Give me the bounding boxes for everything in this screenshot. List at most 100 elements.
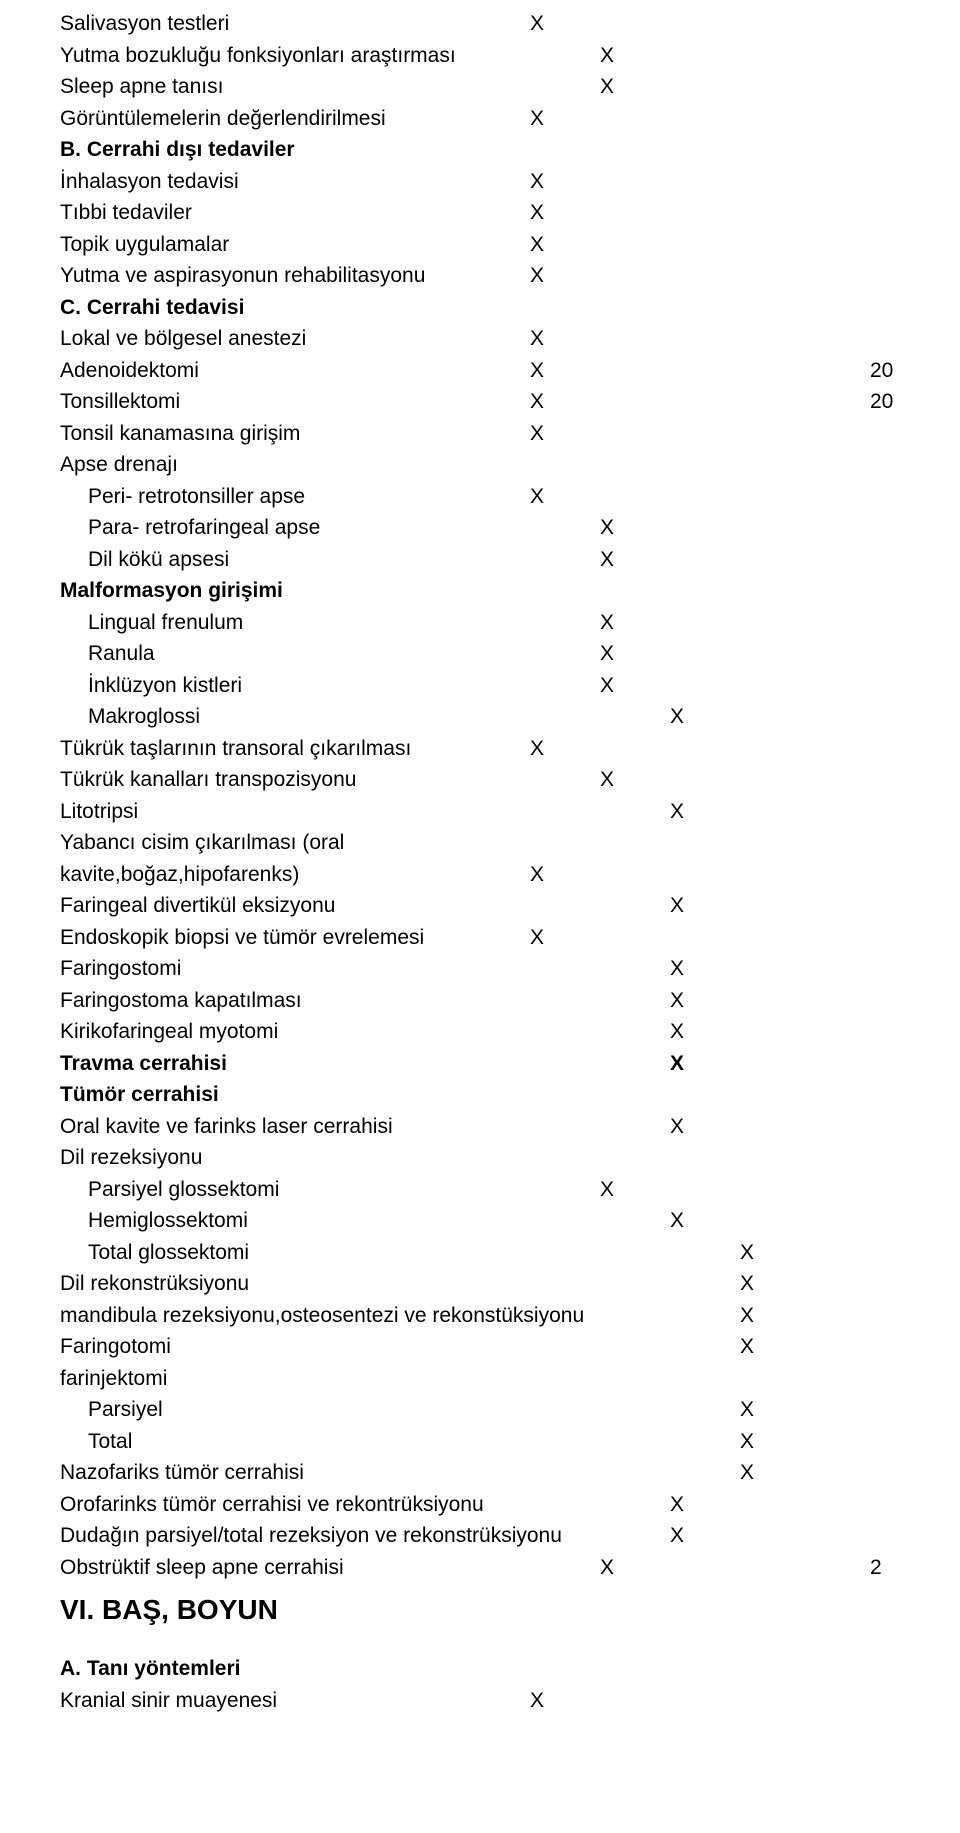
list-row: Endoskopik biopsi ve tümör evrelemesiX	[60, 922, 900, 954]
document-list: Salivasyon testleri X Yutma bozukluğu fonk…	[60, 8, 900, 1583]
list-row: Malformasyon girişimi	[60, 575, 900, 607]
list-row: Obstrüktif sleep apne cerrahisiX2	[60, 1552, 900, 1584]
row-label: Tonsillektomi	[60, 386, 180, 418]
list-row: HemiglossektomiX	[60, 1205, 900, 1237]
row-label: kavite,boğaz,hipofarenks)	[60, 859, 299, 891]
x-mark: X	[740, 1426, 754, 1458]
x-mark: X	[670, 1489, 684, 1521]
x-mark: X	[600, 1552, 614, 1584]
x-mark: X	[740, 1237, 754, 1269]
list-row: Travma cerrahisi X	[60, 1048, 900, 1080]
x-mark: X	[530, 8, 544, 40]
row-label: Yabancı cisim çıkarılması (oral	[60, 827, 344, 859]
x-mark: X	[530, 386, 544, 418]
list-row: Para- retrofaringeal apseX	[60, 512, 900, 544]
x-mark: X	[670, 985, 684, 1017]
x-mark: X	[530, 1685, 544, 1717]
x-mark: X	[530, 229, 544, 261]
x-mark: X	[740, 1300, 754, 1332]
row-label: Faringostoma kapatılması	[60, 985, 302, 1017]
list-row: Tükrük taşlarının transoral çıkarılmasıX	[60, 733, 900, 765]
list-row: Apse drenajı	[60, 449, 900, 481]
list-row: Kranial sinir muayenesi X	[60, 1685, 900, 1717]
list-row: Nazofariks tümör cerrahisiX	[60, 1457, 900, 1489]
row-label: Topik uygulamalar	[60, 229, 229, 261]
list-row: Kirikofaringeal myotomi X	[60, 1016, 900, 1048]
list-row: Lingual frenulumX	[60, 607, 900, 639]
row-label: Dil rekonstrüksiyonu	[60, 1268, 249, 1300]
list-row: Görüntülemelerin değerlendirilmesi X	[60, 103, 900, 135]
row-label: Kranial sinir muayenesi	[60, 1685, 277, 1717]
x-mark: X	[530, 481, 544, 513]
x-mark: X	[670, 1048, 684, 1080]
list-row: B. Cerrahi dışı tedaviler	[60, 134, 900, 166]
x-mark: X	[530, 418, 544, 450]
list-row: Yutma ve aspirasyonun rehabilitasyonuX	[60, 260, 900, 292]
x-mark: X	[600, 512, 614, 544]
tail-value: 20	[870, 355, 893, 387]
x-mark: X	[530, 859, 544, 891]
list-row: AdenoidektomiX20	[60, 355, 900, 387]
row-label: Hemiglossektomi	[60, 1205, 248, 1237]
row-label: Tıbbi tedaviler	[60, 197, 192, 229]
row-label: İnklüzyon kistleri	[60, 670, 242, 702]
list-row: İnklüzyon kistleri X	[60, 670, 900, 702]
row-label: Makroglossi	[60, 701, 200, 733]
x-mark: X	[530, 197, 544, 229]
list-row: Dudağın parsiyel/total rezeksiyon ve rek…	[60, 1520, 900, 1552]
row-label: Sleep apne tanısı	[60, 71, 223, 103]
list-row: farinjektomi	[60, 1363, 900, 1395]
x-mark: X	[530, 323, 544, 355]
row-label: Görüntülemelerin değerlendirilmesi	[60, 103, 386, 135]
row-label: Tümör cerrahisi	[60, 1079, 219, 1111]
list-row: Sleep apne tanısı X	[60, 71, 900, 103]
tail-value: 20	[870, 386, 893, 418]
x-mark: X	[600, 40, 614, 72]
x-mark: X	[670, 890, 684, 922]
subsection-a-label: A. Tanı yöntemleri	[60, 1653, 240, 1685]
list-row: Dil kökü apsesi X	[60, 544, 900, 576]
x-mark: X	[530, 733, 544, 765]
row-label: Yutma bozukluğu fonksiyonları araştırmas…	[60, 40, 456, 72]
x-mark: X	[600, 71, 614, 103]
list-row: Total glossektomiX	[60, 1237, 900, 1269]
subsection-a: A. Tanı yöntemleri	[60, 1653, 900, 1685]
row-label: Dil kökü apsesi	[60, 544, 229, 576]
list-row: MakroglossiX	[60, 701, 900, 733]
row-label: Ranula	[60, 638, 155, 670]
list-row: Dil rekonstrüksiyonu X	[60, 1268, 900, 1300]
row-label: C. Cerrahi tedavisi	[60, 292, 244, 324]
list-row: Total X	[60, 1426, 900, 1458]
x-mark: X	[670, 1016, 684, 1048]
list-row: Tükrük kanalları transpozisyonuX	[60, 764, 900, 796]
x-mark: X	[530, 103, 544, 135]
x-mark: X	[740, 1331, 754, 1363]
list-row: Yabancı cisim çıkarılması (oral	[60, 827, 900, 859]
list-row: Faringeal divertikül eksizyonuX	[60, 890, 900, 922]
row-label: Salivasyon testleri	[60, 8, 229, 40]
list-row: Oral kavite ve farinks laser cerrahisiX	[60, 1111, 900, 1143]
x-mark: X	[740, 1268, 754, 1300]
row-label: Total	[60, 1426, 132, 1458]
row-label: Apse drenajı	[60, 449, 178, 481]
list-row: Salivasyon testleri X	[60, 8, 900, 40]
x-mark: X	[600, 1174, 614, 1206]
row-label: Kirikofaringeal myotomi	[60, 1016, 278, 1048]
heading-text: VI. BAŞ, BOYUN	[60, 1589, 278, 1631]
row-label: B. Cerrahi dışı tedaviler	[60, 134, 295, 166]
list-row: ParsiyelX	[60, 1394, 900, 1426]
row-label: Oral kavite ve farinks laser cerrahisi	[60, 1111, 393, 1143]
row-label: Faringostomi	[60, 953, 181, 985]
x-mark: X	[740, 1394, 754, 1426]
row-label: Orofarinks tümör cerrahisi ve rekontrüks…	[60, 1489, 484, 1521]
x-mark: X	[600, 638, 614, 670]
row-label: Litotripsi	[60, 796, 138, 828]
x-mark: X	[600, 544, 614, 576]
list-row: Lokal ve bölgesel anesteziX	[60, 323, 900, 355]
list-row: FaringotomiX	[60, 1331, 900, 1363]
row-label: Travma cerrahisi	[60, 1048, 227, 1080]
x-mark: X	[600, 670, 614, 702]
section-heading-vi: VI. BAŞ, BOYUN	[60, 1589, 900, 1631]
list-row: Orofarinks tümör cerrahisi ve rekontrüks…	[60, 1489, 900, 1521]
list-row: Yutma bozukluğu fonksiyonları araştırmas…	[60, 40, 900, 72]
